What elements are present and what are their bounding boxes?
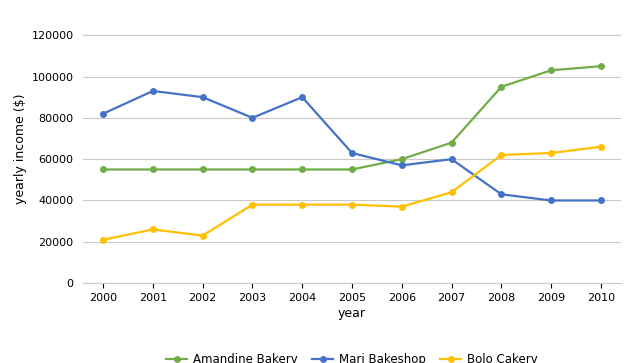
- Mari Bakeshop: [547, 198, 555, 203]
- X-axis label: year: year: [338, 307, 366, 320]
- Mari Bakeshop: [398, 163, 406, 168]
- Bolo Cakery: [99, 237, 107, 242]
- Bolo Cakery: [547, 151, 555, 155]
- Mari Bakeshop: [99, 111, 107, 116]
- Line: Mari Bakeshop: Mari Bakeshop: [100, 88, 604, 203]
- Bolo Cakery: [398, 204, 406, 209]
- Mari Bakeshop: [149, 89, 157, 93]
- Bolo Cakery: [448, 190, 456, 195]
- Amandine Bakery: [298, 167, 306, 172]
- Amandine Bakery: [99, 167, 107, 172]
- Bolo Cakery: [149, 227, 157, 232]
- Mari Bakeshop: [448, 157, 456, 161]
- Amandine Bakery: [398, 157, 406, 161]
- Bolo Cakery: [597, 144, 605, 149]
- Bolo Cakery: [348, 203, 356, 207]
- Mari Bakeshop: [348, 151, 356, 155]
- Mari Bakeshop: [248, 116, 256, 120]
- Bolo Cakery: [248, 203, 256, 207]
- Mari Bakeshop: [497, 192, 505, 196]
- Bolo Cakery: [199, 233, 207, 238]
- Mari Bakeshop: [199, 95, 207, 99]
- Bolo Cakery: [298, 203, 306, 207]
- Amandine Bakery: [149, 167, 157, 172]
- Line: Amandine Bakery: Amandine Bakery: [100, 64, 604, 172]
- Amandine Bakery: [248, 167, 256, 172]
- Amandine Bakery: [448, 140, 456, 145]
- Amandine Bakery: [199, 167, 207, 172]
- Amandine Bakery: [597, 64, 605, 68]
- Amandine Bakery: [348, 167, 356, 172]
- Legend: Amandine Bakery, Mari Bakeshop, Bolo Cakery: Amandine Bakery, Mari Bakeshop, Bolo Cak…: [161, 348, 543, 363]
- Line: Bolo Cakery: Bolo Cakery: [100, 144, 604, 242]
- Y-axis label: yearly income ($): yearly income ($): [14, 94, 27, 204]
- Mari Bakeshop: [597, 198, 605, 203]
- Mari Bakeshop: [298, 95, 306, 99]
- Amandine Bakery: [497, 85, 505, 89]
- Bolo Cakery: [497, 153, 505, 157]
- Amandine Bakery: [547, 68, 555, 73]
